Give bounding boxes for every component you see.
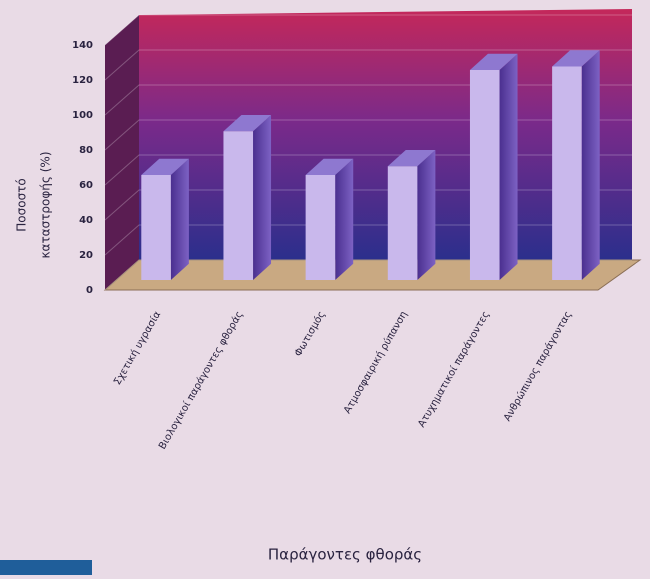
y-tick-label: 60 (79, 180, 93, 191)
grid-line (104, 224, 632, 256)
y-axis-label: καταστροφής (%) (39, 151, 53, 258)
x-tick-label: Ανθρώπινος παράγοντας (501, 309, 574, 423)
bar-side (581, 50, 600, 280)
y-tick-label: 140 (72, 40, 93, 51)
bar-top (469, 53, 518, 70)
bar-top (141, 158, 189, 175)
bar-top (223, 115, 272, 132)
bar (305, 175, 336, 280)
x-tick-label: Ατμοσφαιρική ρύπανση (341, 309, 410, 416)
side-wall (105, 15, 139, 290)
grid-line (104, 14, 632, 46)
y-axis-label: Ποσοστό (15, 178, 29, 231)
bar-top (552, 50, 600, 67)
bar (469, 70, 500, 280)
bar (223, 131, 254, 280)
grid-line (104, 49, 632, 81)
x-tick-label: Βιολογικοί παράγοντες φθοράς (156, 309, 245, 451)
bar-side (499, 53, 518, 280)
corner-tab (0, 560, 92, 575)
bar-side (253, 115, 272, 280)
grid-line (104, 189, 632, 221)
y-tick-label: 120 (72, 75, 93, 86)
grid-line (104, 154, 632, 186)
y-tick-label: 80 (79, 145, 93, 156)
x-axis-label: Παράγοντες φθοράς (268, 546, 422, 564)
grid-line (104, 84, 632, 116)
bar (141, 175, 171, 280)
y-tick-label: 0 (86, 285, 93, 296)
x-tick-label: Σχετική υγρασία (111, 309, 163, 387)
bar (387, 166, 418, 280)
x-tick-label: Φωτισμός (292, 309, 328, 359)
grid-line (104, 119, 632, 151)
bar-top (305, 158, 354, 175)
y-tick-label: 100 (72, 110, 93, 121)
x-tick-label: Ατυχηματικοί παράγοντες (415, 309, 491, 429)
bar-side (335, 158, 354, 280)
bar (552, 66, 582, 280)
y-tick-label: 20 (79, 250, 93, 261)
bar-top (387, 150, 436, 167)
bar-side (417, 150, 436, 280)
grid-line (104, 259, 632, 291)
y-tick-label: 40 (79, 215, 93, 226)
bar-side (170, 158, 189, 280)
